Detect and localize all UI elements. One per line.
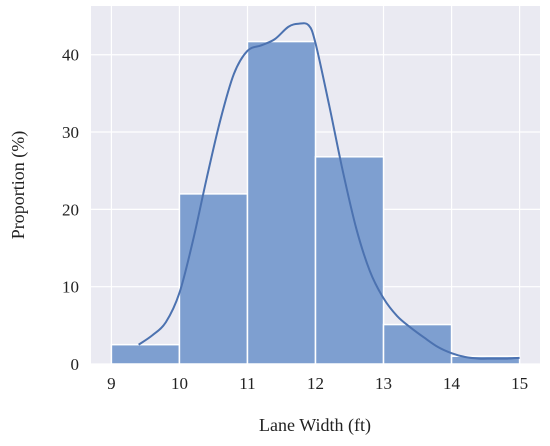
x-tick-label: 14 [443,374,461,393]
y-tick-labels: 0 10 20 30 40 [62,46,79,374]
y-tick-label: 0 [71,355,80,374]
histogram-bar [314,156,385,365]
y-tick-label: 30 [62,123,79,142]
x-tick-labels: 9 10 11 12 13 14 15 [107,374,528,393]
kde-curve [138,22,520,360]
y-tick-label: 40 [62,46,79,65]
y-tick-label: 20 [62,200,79,219]
y-axis-title: Proportion (%) [8,131,29,239]
y-tick-label: 10 [62,278,79,297]
x-tick-label: 13 [375,374,392,393]
x-tick-label: 10 [171,374,188,393]
x-tick-label: 12 [307,374,324,393]
histogram-bar [110,343,181,365]
histogram-bar [382,323,453,365]
histogram-bars [110,40,521,365]
x-axis-title: Lane Width (ft) [259,415,371,436]
x-tick-label: 15 [511,374,528,393]
histogram-bar [450,355,521,365]
histogram-bar [246,40,317,365]
histogram-bar [178,193,249,365]
x-tick-label: 9 [107,374,116,393]
x-tick-label: 11 [239,374,255,393]
